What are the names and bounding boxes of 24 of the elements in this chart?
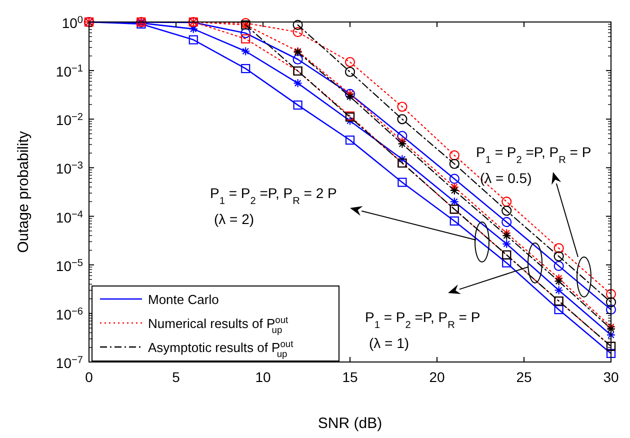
legend-label: Monte Carlo [148, 292, 219, 307]
annotation: (λ = 1) [369, 335, 410, 351]
y-tick-label: 10$^{−1}$ [56, 63, 84, 80]
x-tick-label: 25 [516, 369, 532, 385]
y-tick-label: 10$^{−5}$ [56, 257, 84, 274]
x-tick-label: 0 [85, 369, 94, 385]
y-tick-label: 10$^{−3}$ [56, 160, 84, 177]
x-tick-label: 30 [603, 369, 619, 385]
x-tick-label: 10 [255, 369, 271, 385]
annotation: (λ = 0.5) [480, 170, 532, 186]
y-tick-label: 10$^{−6}$ [56, 306, 84, 322]
y-tick-label: 10$^{−2}$ [56, 112, 84, 128]
y-tick-label: 10$^{−4}$ [56, 208, 84, 226]
annotation: P$_{1}$ = P$_{2}$ =P, P$_{R}$ = 2 P [210, 185, 337, 206]
annotation: P$_{1}$ = P$_{2}$ =P, P$_{R}$ = P [365, 309, 480, 330]
annotation: (λ = 2) [214, 211, 254, 227]
y-axis-title: Outage probability [15, 130, 32, 253]
x-tick-label: 20 [429, 369, 445, 385]
x-tick-label: 5 [172, 369, 180, 385]
y-tick-label: 10$^{−7}$ [56, 354, 84, 371]
y-tick-label: 10$^{0}$ [62, 14, 84, 31]
x-axis-title: SNR (dB) [318, 415, 382, 432]
x-tick-label: 15 [342, 369, 358, 385]
annotation: P$_{1}$ = P$_{2}$ =P, P$_{R}$ = P [476, 144, 592, 166]
